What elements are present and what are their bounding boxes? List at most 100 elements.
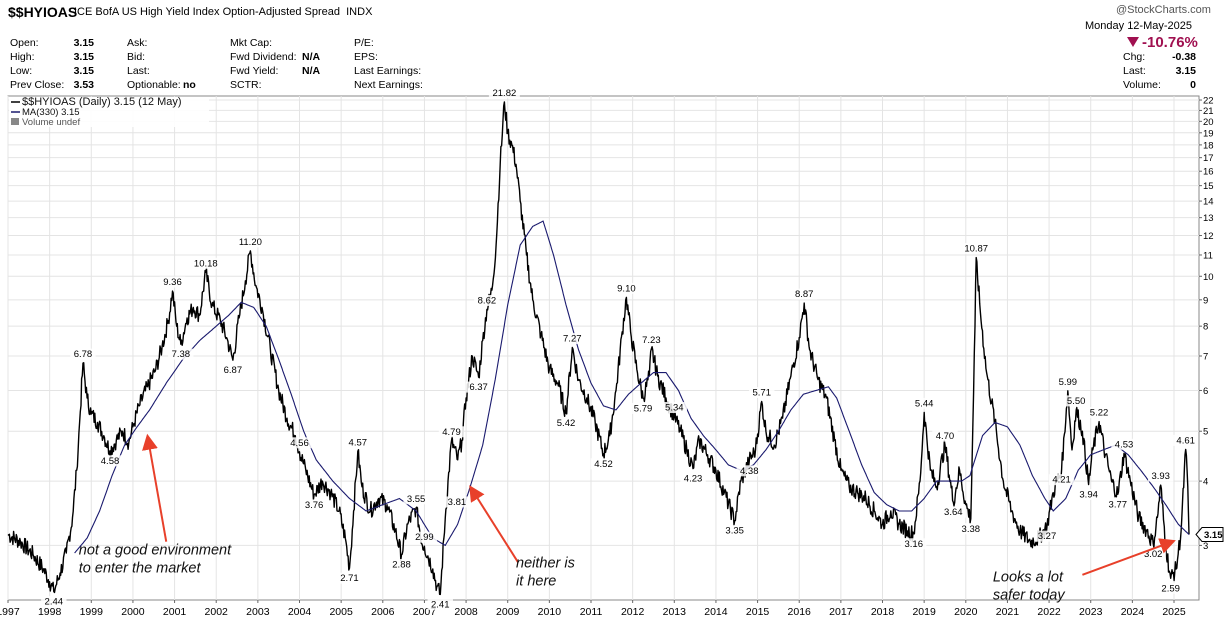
legend-entry: $$HYIOAS (Daily) 3.15 (12 May) <box>22 96 182 108</box>
x-tick-label: 2018 <box>871 606 895 618</box>
point-label: 4.52 <box>594 459 613 470</box>
ma-series-line[interactable] <box>74 220 1190 554</box>
point-label-bg <box>488 87 520 99</box>
point-label-bg <box>336 572 363 584</box>
y-tick-label: 11 <box>1203 250 1213 261</box>
y-tick-label: 15 <box>1203 181 1214 192</box>
x-tick-label: 2024 <box>1121 606 1145 618</box>
point-label-bg <box>661 402 687 414</box>
y-tick-label: 6 <box>1203 386 1208 397</box>
field-label: Optionable: <box>127 79 181 91</box>
x-tick-label: 2025 <box>1162 606 1186 618</box>
field-value: 3.15 <box>73 65 94 77</box>
y-tick-label: 14 <box>1203 197 1214 208</box>
point-label: 7.23 <box>642 335 661 346</box>
point-label: 4.56 <box>290 438 309 449</box>
point-label: 3.16 <box>904 539 923 550</box>
point-label: 8.62 <box>478 295 497 306</box>
point-label: 4.53 <box>1115 439 1134 450</box>
y-tick-label: 18 <box>1203 140 1214 151</box>
x-tick-label: 1998 <box>38 606 62 618</box>
point-label: 2.59 <box>1161 583 1180 594</box>
point-label: 3.02 <box>1144 549 1163 560</box>
point-label: 3.64 <box>944 507 963 518</box>
point-label-bg <box>960 243 992 255</box>
last-value-marker <box>1195 527 1224 543</box>
price-series-line[interactable] <box>7 101 1190 596</box>
x-tick-label: 2004 <box>288 606 312 618</box>
point-label: 11.20 <box>239 237 262 248</box>
point-label: 6.87 <box>224 365 243 376</box>
x-tick-label: 1997 <box>0 606 20 618</box>
point-label: 5.71 <box>752 388 771 399</box>
point-label-bg <box>301 499 327 511</box>
point-label: 2.99 <box>415 532 434 543</box>
x-tick-label: 2019 <box>912 606 936 618</box>
point-label-bg <box>411 531 438 543</box>
field-label: Chg: <box>1123 51 1146 63</box>
point-label-bg <box>1157 582 1184 594</box>
plot-frame <box>7 95 1200 601</box>
point-label: 7.38 <box>172 349 191 360</box>
point-label-bg <box>1147 470 1174 482</box>
point-label-bg <box>613 282 640 294</box>
field-value: no <box>183 79 196 91</box>
annotation-arrow <box>1082 538 1176 576</box>
point-label-bg <box>736 465 762 477</box>
y-tick-label: 5 <box>1203 427 1208 438</box>
point-label-bg <box>1111 438 1137 450</box>
y-tick-label: 7 <box>1203 352 1208 363</box>
annotation-text: not a good environment <box>79 543 232 559</box>
y-tick-label: 16 <box>1203 167 1214 178</box>
point-label: 4.23 <box>684 474 703 485</box>
point-label: 5.42 <box>557 418 576 429</box>
point-label-bg <box>70 348 96 360</box>
field-label: Last: <box>127 65 150 77</box>
annotation-text: it here <box>516 573 556 589</box>
quote-header: $$HYIOAS ICE BofA US High Yield Index Op… <box>0 0 1224 96</box>
field-label: Volume: <box>1123 79 1161 91</box>
point-label-bg <box>168 348 194 360</box>
x-tick-label: 1999 <box>80 606 104 618</box>
y-tick-label: 19 <box>1203 128 1214 139</box>
x-tick-label: 2023 <box>1079 606 1103 618</box>
point-label-bg <box>680 473 706 485</box>
point-label-bg <box>721 525 748 537</box>
field-label: Mkt Cap: <box>230 37 273 49</box>
field-label: Fwd Dividend: <box>230 51 297 63</box>
x-tick-label: 2008 <box>454 606 478 618</box>
field-label: EPS: <box>354 51 378 63</box>
field-label: Low: <box>10 65 33 77</box>
y-tick-label: 3 <box>1203 541 1208 552</box>
point-label-bg <box>559 333 585 345</box>
point-label-bg <box>901 538 927 550</box>
point-label-bg <box>97 455 123 467</box>
point-label: 3.76 <box>305 500 324 511</box>
point-label: 21.82 <box>492 88 516 99</box>
point-label-bg <box>438 426 465 438</box>
annotation-arrow <box>469 485 519 563</box>
annotation-text: Looks a lot <box>993 570 1064 586</box>
point-label: 5.99 <box>1059 377 1078 388</box>
x-tick-label: 2002 <box>205 606 229 618</box>
field-value: 3.15 <box>73 51 94 63</box>
point-label: 3.35 <box>725 526 744 537</box>
point-label: 3.77 <box>1109 499 1128 510</box>
point-label-bg <box>427 598 453 610</box>
change-pct: -10.76% <box>1127 34 1198 51</box>
stockcharts-logo[interactable]: @StockCharts.com <box>1116 4 1211 16</box>
point-label-bg <box>1055 376 1081 388</box>
point-label-bg <box>345 436 371 448</box>
x-tick-label: 2011 <box>580 606 603 618</box>
field-label: SCTR: <box>230 79 262 91</box>
field-value: 0 <box>1190 79 1196 91</box>
x-tick-label: 2005 <box>329 606 353 618</box>
description-text: ICE BofA US High Yield Index Option-Adju… <box>74 6 340 18</box>
field-label: Bid: <box>127 51 146 63</box>
point-label-bg <box>911 397 937 409</box>
y-tick-label: 20 <box>1203 117 1214 128</box>
point-label: 6.78 <box>74 349 93 360</box>
field-label: Prev Close: <box>10 79 65 91</box>
